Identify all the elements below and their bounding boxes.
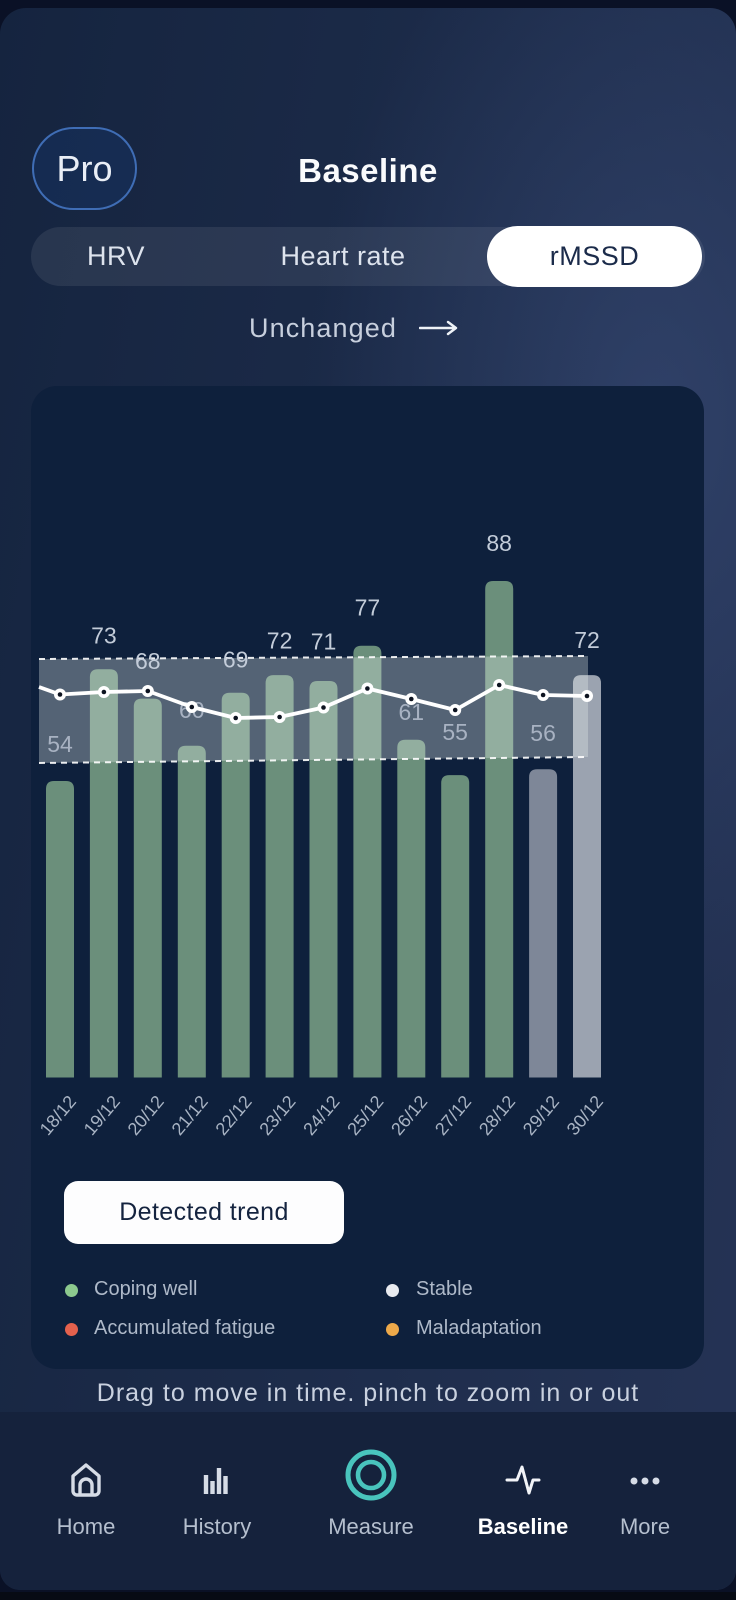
svg-text:21/12: 21/12 <box>168 1092 212 1139</box>
svg-text:24/12: 24/12 <box>299 1092 343 1139</box>
svg-text:26/12: 26/12 <box>387 1092 431 1139</box>
svg-text:18/12: 18/12 <box>36 1092 80 1139</box>
svg-text:20/12: 20/12 <box>124 1092 168 1139</box>
svg-text:68: 68 <box>135 648 161 674</box>
svg-text:55: 55 <box>442 719 468 745</box>
svg-text:22/12: 22/12 <box>211 1092 255 1139</box>
svg-text:54: 54 <box>47 731 73 757</box>
svg-text:29/12: 29/12 <box>519 1092 563 1139</box>
svg-text:72: 72 <box>267 628 293 654</box>
svg-text:73: 73 <box>91 623 117 649</box>
svg-text:88: 88 <box>486 530 512 556</box>
svg-text:69: 69 <box>223 647 249 673</box>
svg-text:27/12: 27/12 <box>431 1092 475 1139</box>
svg-text:71: 71 <box>311 629 337 655</box>
svg-text:19/12: 19/12 <box>80 1092 124 1139</box>
svg-text:30/12: 30/12 <box>563 1092 607 1139</box>
svg-text:56: 56 <box>530 720 556 746</box>
svg-text:25/12: 25/12 <box>343 1092 387 1139</box>
svg-text:77: 77 <box>355 595 381 621</box>
svg-text:28/12: 28/12 <box>475 1092 519 1139</box>
svg-text:72: 72 <box>574 627 600 653</box>
svg-text:23/12: 23/12 <box>255 1092 299 1139</box>
